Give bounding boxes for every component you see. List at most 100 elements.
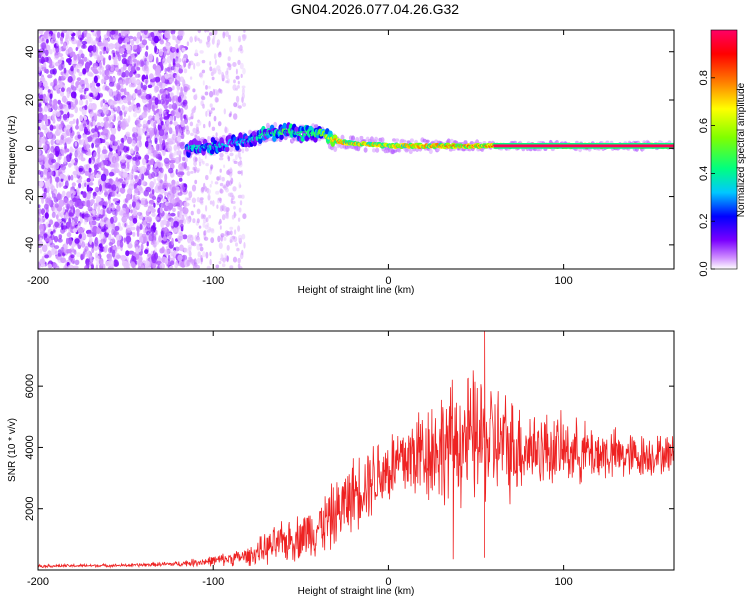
snr-ytick-label: 2000 — [24, 496, 36, 520]
spectrogram-cell — [46, 38, 49, 44]
spectrogram-cell — [114, 225, 120, 232]
spectrogram-frame — [37, 29, 675, 270]
spectrogram-cell — [53, 98, 58, 106]
spectrogram-cell — [108, 123, 113, 129]
spectrogram-cell — [219, 188, 224, 194]
spectrogram-cell — [133, 44, 138, 50]
spectrogram-cell — [219, 257, 224, 261]
spectrogram-cell — [203, 236, 209, 241]
spectrogram-cell — [174, 262, 179, 269]
spectrogram-cell — [225, 73, 229, 79]
spectrogram-cell — [196, 208, 201, 215]
spectrogram-cell — [139, 173, 143, 179]
spectrogram-cell — [175, 168, 178, 175]
spectrogram-cell — [178, 91, 184, 96]
spectrogram-cell — [52, 33, 56, 39]
spectrogram-cell — [68, 175, 71, 181]
spectrogram-cell — [428, 148, 433, 155]
spectrogram-cell — [94, 239, 99, 247]
spectrogram-cell — [53, 78, 58, 87]
spectrogram-cell — [39, 228, 44, 237]
spectrogram-cell — [52, 193, 56, 199]
spectrogram-cell — [56, 139, 60, 144]
spectrogram-cell — [196, 243, 200, 251]
spectrogram-cell — [77, 134, 82, 139]
spectrogram-cell — [165, 163, 170, 169]
spectrogram-cell — [116, 93, 121, 101]
spectrogram-cell — [175, 130, 178, 137]
spectrogram-cell — [198, 120, 202, 126]
spectrogram-cell — [48, 229, 52, 237]
spectrogram-cell — [313, 136, 318, 143]
spectrogram-cell — [68, 237, 73, 246]
spectrogram-cell — [47, 119, 51, 124]
spectrogram-cell — [135, 159, 141, 166]
spectrogram-cell — [55, 237, 58, 242]
spectrogram-cell — [38, 149, 42, 156]
spectrogram-cell — [60, 134, 65, 140]
spectrogram-cell — [46, 33, 52, 39]
spectrogram-cell — [201, 59, 206, 64]
spectrogram-cell — [154, 104, 159, 109]
spectrogram-cell — [76, 252, 81, 258]
spectrogram-cell — [235, 68, 238, 75]
spectrogram-cell — [62, 113, 68, 121]
spectrogram-cell — [100, 100, 104, 108]
spectrogram-cell — [58, 234, 63, 240]
spectrogram-cell — [72, 118, 76, 124]
spectrogram-cell — [140, 179, 146, 186]
spectrogram-cell — [58, 182, 62, 188]
spectrogram-cell — [227, 192, 232, 197]
spectrogram-cell — [171, 103, 178, 110]
spectrogram-cell — [132, 36, 137, 42]
spectrogram-cell — [167, 202, 174, 210]
spectrogram-cell — [160, 189, 165, 194]
spectrogram-cell — [222, 203, 226, 211]
spectrogram-cell — [61, 225, 68, 230]
spectrogram-cell — [120, 255, 127, 261]
spectrogram-cell — [217, 235, 221, 243]
spectrogram-cell — [138, 156, 142, 160]
spectrogram-cell — [198, 161, 202, 167]
spectrogram-cell — [97, 56, 100, 63]
spectrogram-cell — [223, 236, 227, 241]
spectrogram-cell — [127, 100, 132, 106]
spectrogram-cell — [105, 141, 110, 146]
spectrogram-cell — [202, 103, 205, 109]
spectrogram-cell — [189, 76, 193, 80]
spectrogram-cell — [78, 139, 84, 146]
colorbar-label: Normalized spectral amplitude — [736, 82, 747, 217]
spectrogram-cell — [149, 181, 155, 189]
spectrogram-cell — [205, 163, 209, 167]
spectrogram-cell — [39, 131, 44, 138]
spectrogram-cell — [137, 84, 141, 90]
spectrogram-cell — [211, 126, 216, 131]
spectrogram-cell — [193, 160, 198, 167]
spectrogram-cell — [86, 119, 90, 126]
spectrogram-cell — [86, 136, 93, 143]
spectrogram-cell — [166, 144, 172, 151]
spectrogram-cell — [95, 264, 99, 269]
spectrogram-cell — [90, 199, 95, 204]
spectrogram-cell — [53, 30, 58, 34]
spectrogram-cell — [94, 186, 99, 192]
spectrogram-cell — [60, 87, 65, 93]
spectrogram-cell — [42, 144, 48, 151]
spectrogram-cell — [203, 123, 206, 129]
spectrogram-cell — [122, 63, 127, 71]
spectrogram-cell — [145, 60, 150, 66]
spectrogram-cell — [191, 197, 197, 204]
spectrogram-cell — [96, 227, 101, 235]
spectrogram-cell — [133, 112, 137, 118]
spectrogram-cell — [218, 197, 222, 202]
spectrogram-cell — [136, 89, 142, 97]
spectrogram-cell — [151, 104, 155, 112]
spectrogram-cell — [272, 135, 277, 142]
spectrogram-cell — [117, 149, 121, 156]
spectrogram-cell — [56, 112, 61, 117]
spectrogram-ytick-label: 40 — [24, 46, 36, 58]
spectrogram-cell — [39, 170, 44, 178]
spectrogram-cell — [134, 174, 138, 180]
spectrogram-cell — [257, 137, 263, 145]
spectrogram-cell — [172, 35, 177, 41]
